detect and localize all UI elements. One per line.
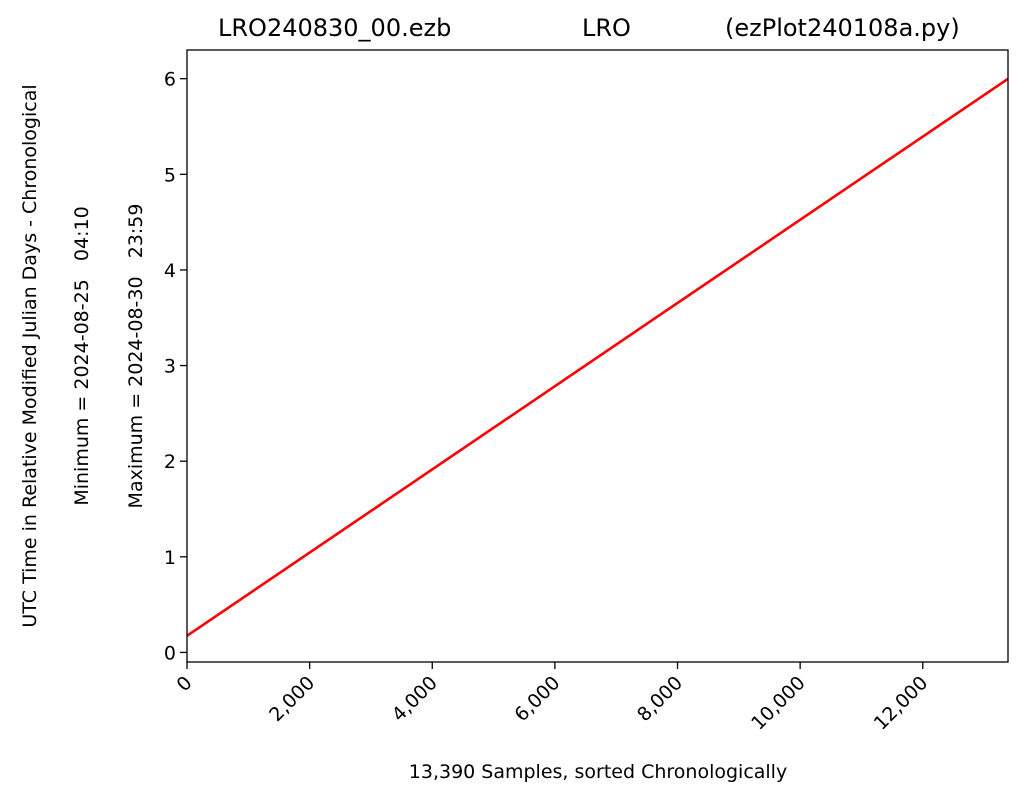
series-line-0 (186, 77, 1009, 637)
x-tick-label: 8,000 (633, 672, 687, 726)
y-axis-label-maximum: Maximum = 2024-08-30 23:59 (125, 204, 147, 509)
y-tick-label: 1 (164, 547, 176, 569)
y-axis-label-minimum: Minimum = 2024-08-25 04:10 (71, 206, 93, 505)
x-axis-label: 13,390 Samples, sorted Chronologically (409, 761, 787, 783)
y-tick-label: 6 (164, 69, 176, 91)
x-tick-label: 10,000 (747, 672, 810, 735)
x-tick-label: 6,000 (510, 672, 564, 726)
chart-title-script: (ezPlot240108a.py) (725, 14, 960, 42)
y-tick-label: 3 (164, 356, 176, 378)
y-axis-label-main: UTC Time in Relative Modified Julian Day… (19, 84, 41, 627)
x-tick-label: 0 (172, 672, 196, 696)
chart-title-file: LRO240830_00.ezb (218, 14, 451, 42)
y-tick-label: 4 (164, 260, 176, 282)
y-tick-label: 0 (164, 642, 176, 664)
x-tick-label: 12,000 (870, 672, 933, 735)
y-tick-label: 2 (164, 451, 176, 473)
x-tick-label: 2,000 (265, 672, 319, 726)
chart-title-station: LRO (582, 14, 631, 42)
x-tick-label: 4,000 (388, 672, 442, 726)
y-tick-label: 5 (164, 164, 176, 186)
plot-frame (186, 49, 1009, 663)
